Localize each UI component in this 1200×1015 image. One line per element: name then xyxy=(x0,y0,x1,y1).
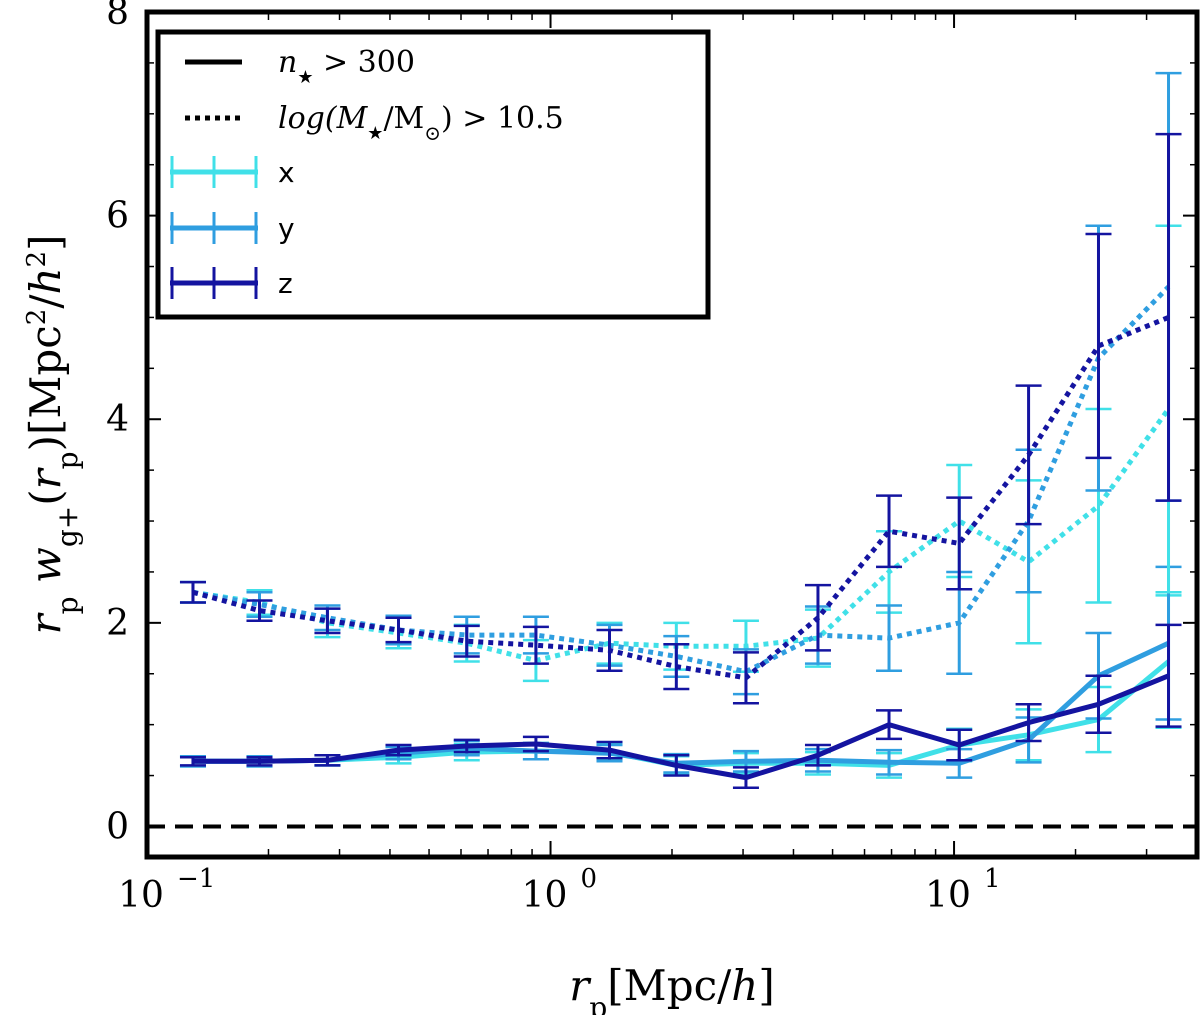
x-tick-label-1: 10 xyxy=(522,875,568,916)
y-tick-label-0: 0 xyxy=(106,806,129,847)
series-z-dotted xyxy=(179,132,1182,705)
x-tick-exponent-1: 0 xyxy=(581,864,598,894)
legend-entry-x: x xyxy=(170,156,295,189)
y-tick-label-3: 6 xyxy=(106,196,129,237)
x-tick-label-0: 10 xyxy=(118,875,164,916)
plot-frame xyxy=(144,9,1200,860)
y-tick-label-4: 8 xyxy=(106,0,129,33)
axis-labels: rp[Mpc/h] rp wg+(rp)[Mpc2/h2] xyxy=(21,234,775,1015)
series-line-z-solid xyxy=(193,673,1170,781)
legend-label-solid: n★ > 300 xyxy=(278,45,415,88)
legend: n★ > 300 log(M★/M⊙) > 10.5 xyz xyxy=(155,29,711,320)
x-tick-label-2: 10 xyxy=(925,875,971,916)
legend-label-y: y xyxy=(278,212,295,245)
x-tick-exponent-2: 1 xyxy=(984,864,1001,894)
legend-label-x: x xyxy=(278,156,295,189)
series-layer xyxy=(179,71,1182,790)
tick-labels: 0 2 4 6 8 10 −1 10 0 10 1 xyxy=(106,0,1001,916)
legend-label-dotted: log(M★/M⊙) > 10.5 xyxy=(278,101,564,145)
legend-entry-y: y xyxy=(170,212,295,245)
legend-label-z: z xyxy=(278,267,293,300)
y-axis-label: rp wg+(rp)[Mpc2/h2] xyxy=(21,234,84,634)
legend-entry-z: z xyxy=(170,267,293,300)
x-tick-exponent-0: −1 xyxy=(177,864,215,894)
series-z-solid xyxy=(179,623,1182,790)
y-tick-label-1: 2 xyxy=(106,603,129,644)
series-line-z-dotted xyxy=(192,315,1170,681)
y-tick-label-2: 4 xyxy=(106,399,129,440)
series-y-solid xyxy=(179,565,1182,779)
x-axis-label: rp[Mpc/h] xyxy=(569,961,774,1015)
